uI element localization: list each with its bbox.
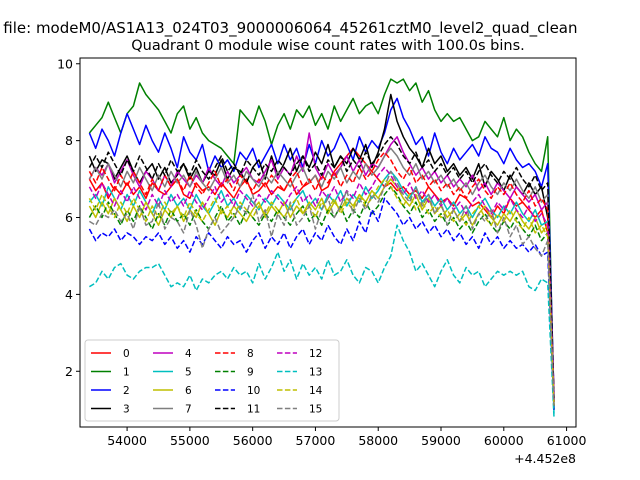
legend-label-13: 13 xyxy=(309,367,322,379)
plot-frame xyxy=(79,57,577,428)
series-line-0 xyxy=(88,147,555,403)
legend-box xyxy=(84,339,340,422)
legend-label-4: 4 xyxy=(185,348,192,360)
plot-area xyxy=(88,78,555,418)
legend-label-5: 5 xyxy=(185,367,192,379)
series-line-1 xyxy=(88,78,555,410)
legend-label-15: 15 xyxy=(309,404,322,416)
legend-label-2: 2 xyxy=(123,385,130,397)
x-tick-label: 57000 xyxy=(296,433,336,448)
chart-title: Quadrant 0 module wise count rates with … xyxy=(131,38,525,54)
x-offset-label: +4.452e8 xyxy=(514,451,576,466)
x-tick-label: 55000 xyxy=(170,433,210,448)
series-line-9 xyxy=(88,186,555,406)
series-line-13 xyxy=(89,224,555,418)
legend-label-14: 14 xyxy=(309,385,323,397)
series-line-7 xyxy=(88,147,555,403)
y-tick-label: 8 xyxy=(65,133,73,148)
x-tick-label: 60000 xyxy=(484,433,524,448)
series-line-6 xyxy=(88,178,555,406)
series-line-3 xyxy=(88,93,555,403)
legend-label-9: 9 xyxy=(247,367,254,379)
y-tick-label: 4 xyxy=(65,287,73,302)
x-tick-label: 58000 xyxy=(358,433,398,448)
legend-label-12: 12 xyxy=(309,348,322,360)
axes: 54000 55000 56000 57000 58000 59000 60000 61000… xyxy=(57,56,586,448)
series-line-2 xyxy=(88,97,555,399)
x-tick-label: 54000 xyxy=(107,433,147,448)
series-line-12 xyxy=(88,166,555,403)
legend-label-11: 11 xyxy=(247,404,260,416)
legend-label-3: 3 xyxy=(123,404,130,416)
y-tick-label: 2 xyxy=(65,364,73,379)
x-tick-label: 56000 xyxy=(233,433,273,448)
legend-label-6: 6 xyxy=(185,385,192,397)
series-line-15 xyxy=(89,170,555,406)
legend-label-1: 1 xyxy=(123,367,130,379)
x-tick-label: 61000 xyxy=(547,433,587,448)
legend-label-7: 7 xyxy=(185,404,192,416)
legend-label-0: 0 xyxy=(123,348,130,360)
series-line-11 xyxy=(88,136,555,399)
y-tick-label: 6 xyxy=(65,210,73,225)
x-tick-label: 59000 xyxy=(421,433,461,448)
y-tick-label: 10 xyxy=(57,56,73,71)
legend-label-10: 10 xyxy=(247,385,260,397)
legend-label-8: 8 xyxy=(247,348,254,360)
figure-suptitle: n file: modeM0/AS1A13_024T03_9000006064_… xyxy=(0,19,578,38)
